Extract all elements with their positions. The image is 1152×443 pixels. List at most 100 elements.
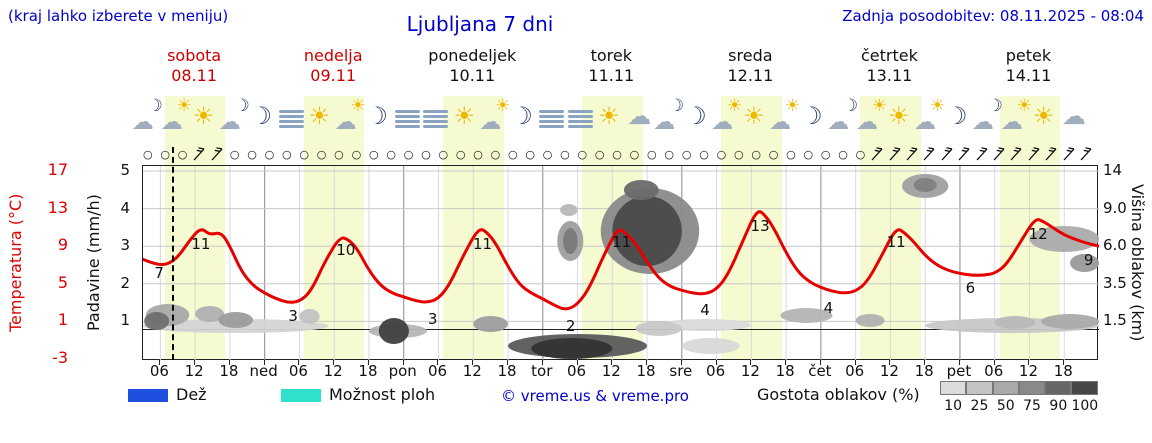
temp-value-label: 11 xyxy=(887,233,906,251)
precip-tick: 2 xyxy=(120,273,130,292)
cloud-icon: ☁ xyxy=(1059,98,1091,138)
rain-legend-swatch xyxy=(128,389,168,402)
cloud-blob xyxy=(195,306,225,322)
day-header: četrtek 13.11 xyxy=(804,46,974,86)
cloud-blob xyxy=(780,308,833,323)
day-date: 13.11 xyxy=(866,66,913,85)
moon-glyph: ☽ xyxy=(511,102,533,130)
cloud-glyph: ☁ xyxy=(479,110,502,135)
moon-glyph: ☽ xyxy=(366,102,389,130)
fog-line xyxy=(568,125,594,128)
wind-calm-icon: ○ xyxy=(229,148,240,161)
sun-glyph: ☀ xyxy=(888,102,910,130)
x-tick-mark xyxy=(507,360,509,365)
wind-barb-glyph xyxy=(871,147,883,161)
wind-barb-glyph xyxy=(1010,147,1022,161)
sun-glyph: ☀ xyxy=(453,102,475,130)
fog-line xyxy=(278,110,304,113)
cloud-scale-swatch xyxy=(940,381,967,395)
x-tick-mark xyxy=(472,360,474,365)
moon-cloud-icon: ☽ ☁ xyxy=(972,98,1004,138)
moon-glyph: ☽ xyxy=(234,96,250,116)
sun-icon: ☀ xyxy=(595,98,627,138)
x-tick-label: pet xyxy=(946,362,972,380)
x-tick-label: 12 xyxy=(601,362,621,380)
day-name: torek xyxy=(590,46,632,65)
cloud-scale-swatch xyxy=(1018,381,1046,395)
wind-calm-icon: ○ xyxy=(786,148,796,161)
wind-barb-icon xyxy=(905,147,921,163)
wind-barb-icon xyxy=(1078,147,1094,163)
x-tick-mark xyxy=(785,360,787,365)
chart-svg: 7 11 3 10 3 11 2 11 4 13 4 11 6 12 9 xyxy=(143,166,1099,361)
x-tick-label: tor xyxy=(531,362,553,380)
sun-glyph: ☀ xyxy=(495,96,511,116)
cloud-glyph: ☁ xyxy=(1061,102,1086,130)
temp-value-label: 12 xyxy=(1029,225,1048,243)
x-tick-mark xyxy=(889,360,891,365)
moon-glyph: ☽ xyxy=(147,96,163,116)
wind-calm-icon: ○ xyxy=(247,148,257,161)
x-tick-mark xyxy=(298,360,300,365)
cloud-scale-swatch xyxy=(966,381,993,395)
x-tick-mark xyxy=(437,360,439,365)
copyright-link[interactable]: © vreme.us & vreme.pro xyxy=(501,387,689,405)
cloud-blob xyxy=(855,314,885,327)
sun-cloud-icon: ☀ ☁ xyxy=(335,98,367,138)
cloud-density-scale: 10 25 50 75 90 100 xyxy=(940,381,1098,414)
cloud-glyph: ☁ xyxy=(1000,110,1023,135)
x-tick-mark xyxy=(194,360,196,365)
wind-barb-glyph xyxy=(906,147,918,161)
wind-calm-icon: ○ xyxy=(160,148,170,161)
precip-tick: 5 xyxy=(120,161,130,179)
moon-glyph: ☽ xyxy=(250,102,273,130)
x-tick-label: 06 xyxy=(566,362,587,380)
temp-tick: 1 xyxy=(57,310,68,330)
cloud-glyph: ☁ xyxy=(653,110,676,135)
temp-value-label: 2 xyxy=(566,317,576,335)
sun-glyph: ☀ xyxy=(176,96,192,116)
temp-value-label: 3 xyxy=(428,310,438,328)
cloud-blob xyxy=(612,196,682,266)
sun-cloud-icon: ☀ ☁ xyxy=(711,98,743,138)
current-time-line xyxy=(171,147,174,360)
wind-calm-icon: ○ xyxy=(751,148,761,161)
cloud-scale-value: 90 xyxy=(1049,398,1068,414)
sun-glyph: ☀ xyxy=(192,102,215,130)
day-date: 12.11 xyxy=(727,66,774,85)
x-tick-mark xyxy=(576,360,578,365)
x-tick-mark xyxy=(1063,360,1065,365)
temp-value-label: 7 xyxy=(154,264,164,282)
cloud-scale-value: 10 xyxy=(944,398,963,414)
wind-calm-icon: ○ xyxy=(733,148,744,161)
temp-tick: 17 xyxy=(47,160,68,179)
wind-barb-icon xyxy=(870,147,886,163)
cloud-blob xyxy=(560,204,578,216)
cloud-glyph: ☁ xyxy=(627,102,652,130)
fog-icon xyxy=(393,98,425,138)
temp-value-label: 4 xyxy=(700,301,710,319)
wind-barb-glyph xyxy=(924,147,935,161)
moon-cloud-icon: ☽ ☁ xyxy=(219,98,251,138)
x-tick-mark xyxy=(159,360,161,365)
wind-barb-glyph xyxy=(211,147,223,161)
x-tick-label: 12 xyxy=(740,362,760,380)
cloud-scale-step: 75 xyxy=(1018,381,1046,414)
fog-line xyxy=(423,115,449,118)
day-name: sobota xyxy=(167,46,222,65)
fog-line xyxy=(539,115,565,118)
x-tick-label: 12 xyxy=(462,362,482,380)
wind-barb-glyph xyxy=(1080,147,1092,161)
sun-glyph: ☀ xyxy=(871,96,888,116)
wind-barb-icon xyxy=(192,147,208,163)
day-header: nedelja 09.11 xyxy=(248,46,418,86)
moon-glyph: ☽ xyxy=(668,96,685,116)
temp-value-label: 4 xyxy=(824,299,834,317)
fog-icon xyxy=(537,98,569,138)
sun-glyph: ☀ xyxy=(350,96,366,116)
moon-icon: ☽ xyxy=(943,98,975,138)
x-tick-mark xyxy=(333,360,335,365)
wind-calm-icon: ○ xyxy=(838,148,848,161)
cloud-scale-value: 100 xyxy=(1071,398,1099,414)
